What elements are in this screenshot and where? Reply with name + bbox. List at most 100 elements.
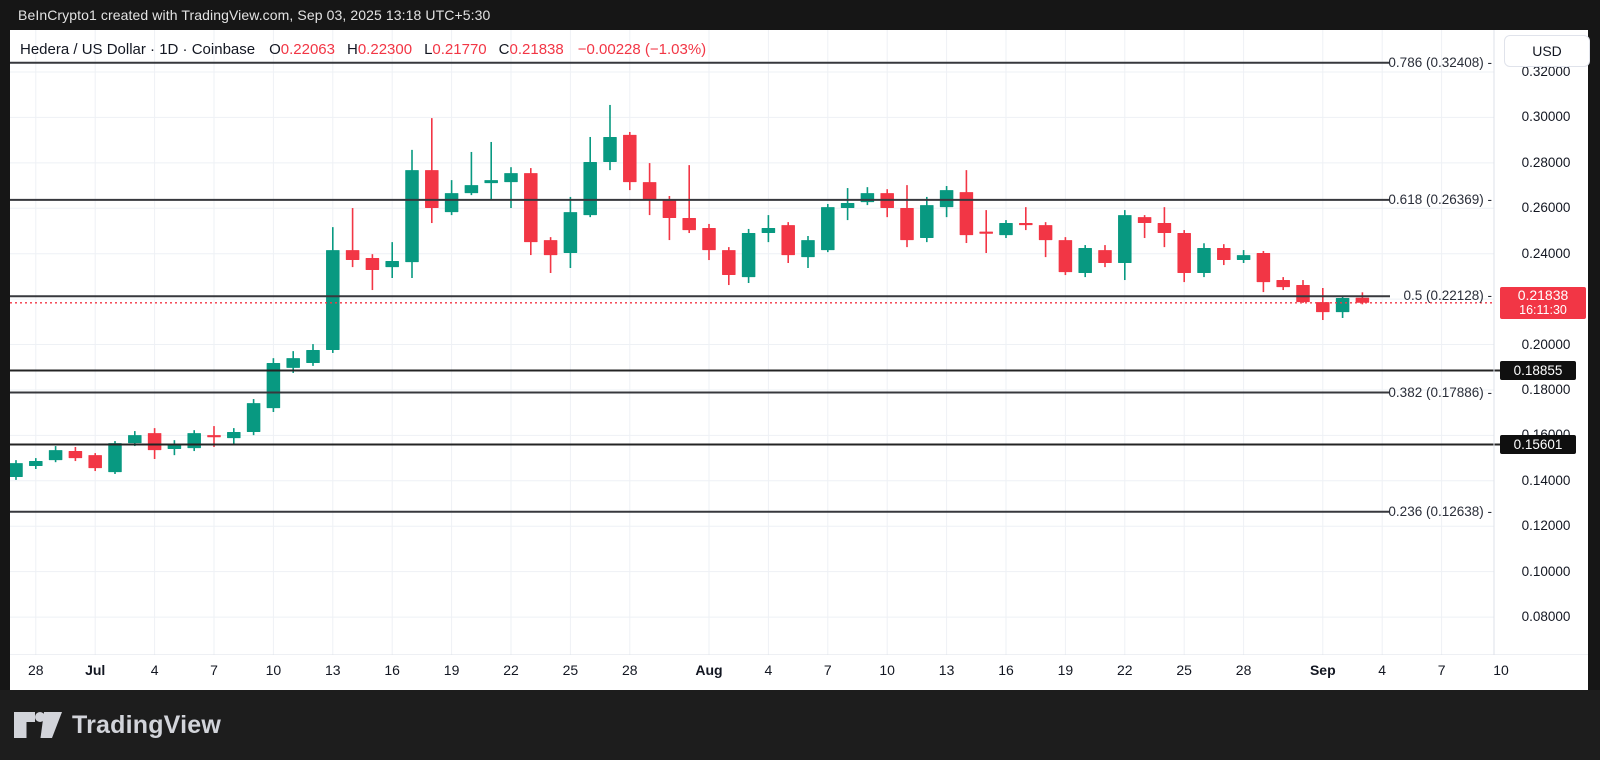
time-tick-label: 7 [1437, 662, 1446, 678]
candle [246, 399, 261, 436]
candle [1335, 296, 1350, 318]
candle [68, 446, 83, 462]
candle-body [29, 461, 43, 467]
candle-body [504, 173, 518, 183]
time-tick-label: 10 [265, 662, 282, 678]
candle [860, 187, 875, 206]
candle-body [1118, 215, 1132, 264]
candle [880, 189, 894, 218]
time-tick-label: 28 [1235, 662, 1252, 678]
candle [405, 149, 419, 279]
price-tick-label: 0.24000 [1521, 245, 1571, 261]
ohlc-values: O0.22063 H0.22300 L0.21770 C0.21838 [269, 41, 576, 58]
candle [801, 235, 815, 269]
time-tick-label: 16 [384, 662, 400, 678]
candle [306, 344, 320, 366]
candle-body [167, 445, 182, 450]
candle [1038, 222, 1053, 258]
candle-body [939, 190, 954, 208]
candle [623, 131, 637, 191]
fib-level-label: 0.236 (0.12638) - [1388, 503, 1492, 519]
fib-level-label: 0.786 (0.32408) - [1388, 54, 1492, 70]
tradingview-brand-text[interactable]: TradingView [72, 710, 222, 739]
candle [1078, 245, 1092, 278]
alert-price-label: 0.15601 [1500, 434, 1576, 454]
candle [1098, 245, 1112, 268]
candle [1256, 250, 1271, 293]
chart-pane: Hedera / US Dollar · 1D · Coinbase O0.22… [10, 30, 1590, 690]
candle-body [1276, 280, 1290, 288]
candle-body [207, 435, 221, 438]
change-value: −0.00228 (−1.03%) [577, 40, 707, 58]
candle-body [1137, 217, 1152, 224]
time-tick-label: 7 [823, 662, 832, 678]
candle-body [821, 207, 835, 251]
currency-button[interactable]: USD [1504, 35, 1590, 67]
candle-body [345, 250, 360, 261]
candle [1296, 280, 1310, 303]
time-tick-label: 28 [28, 662, 44, 678]
chart-frame: Hedera / US Dollar · 1D · Coinbase O0.22… [0, 30, 1600, 690]
price-tick-label: 0.08000 [1521, 609, 1571, 625]
candle [444, 180, 459, 216]
candle [920, 196, 934, 243]
candle-body [781, 225, 795, 256]
candle [1137, 215, 1152, 239]
candle [29, 458, 43, 469]
candle-body [959, 192, 974, 236]
candle [48, 446, 63, 463]
candle-body [761, 228, 776, 234]
candlestick-chart[interactable] [10, 30, 1588, 690]
time-tick-label: 25 [562, 662, 579, 678]
last-price-label: 0.21838 16:11:30 [1500, 286, 1586, 319]
candle-body [147, 433, 162, 451]
candle [484, 141, 498, 201]
candle [722, 247, 736, 286]
candle [1276, 277, 1290, 291]
candle-body [603, 136, 617, 162]
ohlc-C: C0.21838 [498, 40, 564, 58]
candle [583, 136, 597, 218]
candle-body [1236, 255, 1251, 261]
candle [543, 237, 558, 274]
time-tick-label: 19 [443, 662, 460, 678]
watermark-text: BeInCrypto1 created with TradingView.com… [18, 7, 491, 23]
symbol-title[interactable]: Hedera / US Dollar · 1D · Coinbase [20, 40, 256, 58]
ohlc-L: L0.21770 [424, 40, 487, 58]
alert-price-label: 0.18855 [1500, 361, 1576, 381]
candle-body [1019, 223, 1033, 226]
price-axis[interactable]: 0.32000 0.30000 0.28000 0.26000 0.24000 0.200… [1494, 30, 1588, 655]
candle-body [444, 193, 459, 213]
time-axis[interactable]: 28 Jul 4 7 10 13 16 19 22 25 28 Aug 4 7 10 13 16 19 22 25 28… [10, 655, 1588, 690]
candle [227, 428, 241, 445]
candle-body [583, 161, 597, 216]
grid-layer [10, 30, 1494, 655]
candle-body [840, 203, 855, 209]
candle-body [524, 173, 538, 243]
candle [1217, 244, 1231, 266]
candle-body [1256, 253, 1271, 283]
candle [741, 228, 756, 283]
time-tick-label: 13 [938, 662, 955, 678]
candle [900, 185, 914, 248]
candle [1355, 292, 1370, 305]
candle-body [1296, 285, 1310, 303]
candle-body [1335, 297, 1350, 313]
candle-body [266, 362, 281, 409]
candle-body [68, 451, 83, 459]
last-price-value: 0.21838 [1517, 287, 1569, 304]
candle-body [1157, 223, 1172, 234]
candle-body [365, 258, 380, 271]
tradingview-logo-icon[interactable] [14, 711, 62, 739]
candle-body [1316, 302, 1330, 313]
candle-body [1217, 248, 1231, 261]
price-tick-label: 0.20000 [1521, 336, 1571, 352]
time-tick-label: 4 [764, 662, 773, 678]
candle-body [642, 182, 657, 201]
candle-body [405, 170, 419, 263]
price-tick-label: 0.32000 [1521, 64, 1571, 79]
candle [761, 215, 776, 243]
time-tick-label: Aug [695, 662, 723, 678]
candle-body [464, 185, 479, 194]
candle-body [702, 228, 716, 251]
